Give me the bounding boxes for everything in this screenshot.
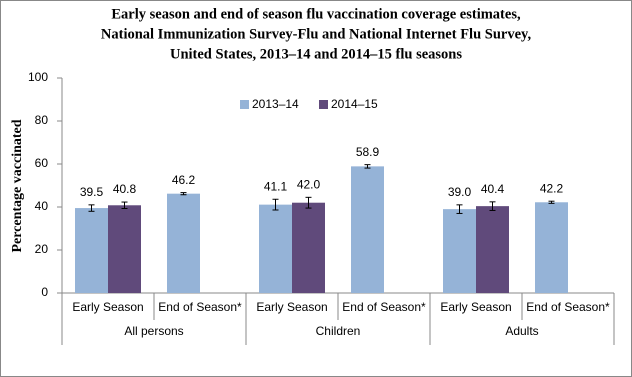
x-tick-label: End of Season* [158, 300, 242, 314]
bar [476, 206, 509, 293]
bar [259, 204, 292, 293]
value-label: 40.4 [481, 182, 505, 196]
group-label: All persons [124, 324, 183, 338]
value-label: 42.0 [297, 177, 321, 191]
x-tick-label: End of Season* [526, 300, 610, 314]
y-tick-label: 80 [35, 113, 49, 127]
group-label: Children [316, 324, 361, 338]
error-bar [272, 198, 279, 211]
group-label: Adults [505, 324, 538, 338]
error-bar [305, 196, 312, 209]
error-bar [489, 201, 496, 211]
value-label: 39.5 [80, 185, 104, 199]
bar [351, 166, 384, 293]
x-tick-label: End of Season* [342, 300, 426, 314]
y-tick-label: 20 [35, 242, 49, 256]
legend-label: 2013–14 [252, 97, 299, 111]
error-bar [364, 164, 371, 169]
value-label: 41.1 [264, 179, 288, 193]
y-tick-label: 60 [35, 156, 49, 170]
legend-swatch [240, 100, 249, 109]
bar [292, 202, 325, 293]
error-bar [88, 204, 95, 212]
error-bar [121, 201, 128, 210]
legend-label: 2014–15 [331, 97, 378, 111]
value-label: 39.0 [448, 185, 472, 199]
chart-title: Early season and end of season flu vacci… [111, 6, 521, 22]
value-label: 40.8 [113, 182, 137, 196]
error-bar [456, 204, 463, 214]
y-tick-label: 0 [41, 285, 48, 299]
legend-swatch [319, 100, 328, 109]
x-tick-label: Early Season [72, 300, 143, 314]
x-tick-label: Early Season [440, 300, 511, 314]
bar [443, 209, 476, 293]
error-bar [180, 192, 187, 196]
y-tick-label: 40 [35, 199, 49, 213]
bar [167, 193, 200, 293]
value-label: 58.9 [356, 145, 380, 159]
bar [108, 205, 141, 293]
bar [535, 202, 568, 293]
bar [75, 208, 108, 293]
error-bar [548, 200, 555, 204]
y-tick-label: 100 [28, 70, 48, 84]
chart-title: United States, 2013–14 and 2014–15 flu s… [170, 46, 462, 62]
x-tick-label: Early Season [256, 300, 327, 314]
value-label: 46.2 [172, 173, 196, 187]
y-axis-title: Percentage vaccinated [10, 119, 25, 252]
chart-title: National Immunization Survey-Flu and Nat… [101, 26, 532, 42]
value-label: 42.2 [540, 181, 564, 195]
